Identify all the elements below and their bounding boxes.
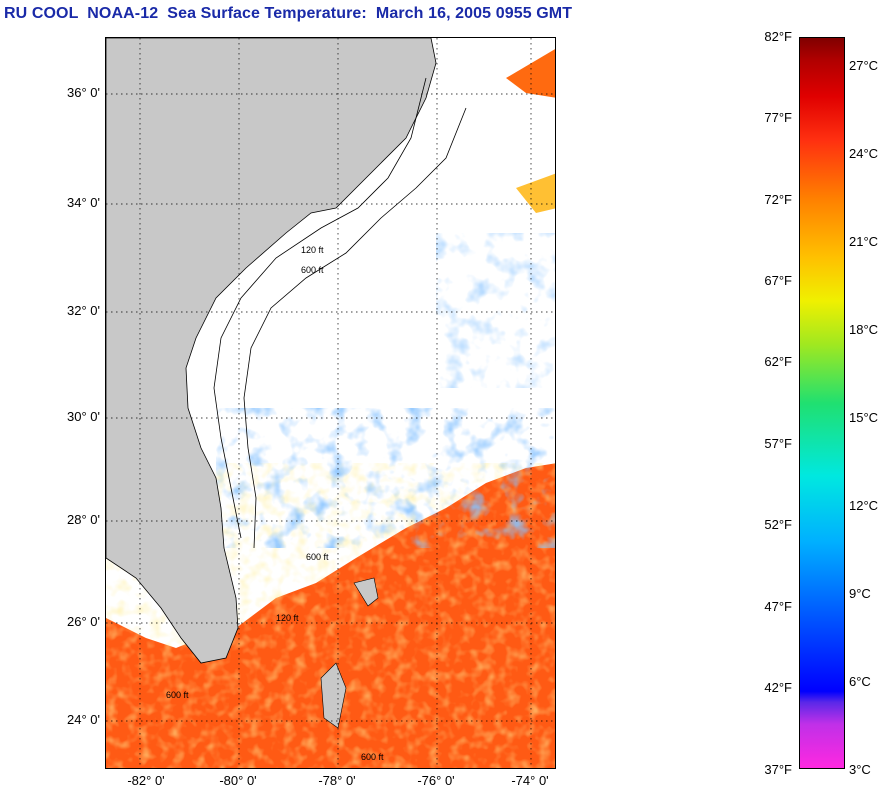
lat-tick-label: 36° 0': [67, 85, 100, 100]
contour-label: 120 ft: [301, 245, 324, 255]
lat-tick-label: 34° 0': [67, 195, 100, 210]
fahrenheit-label: 47°F: [764, 599, 792, 614]
celsius-label: 12°C: [849, 498, 879, 513]
lat-tick-label: 28° 0': [67, 512, 100, 527]
fahrenheit-label: 52°F: [764, 517, 792, 532]
fahrenheit-label: 82°F: [764, 29, 792, 44]
contour-label: 600 ft: [301, 265, 324, 275]
lat-tick-label: 26° 0': [67, 614, 100, 629]
celsius-label: 27°C: [849, 58, 879, 73]
land-mass: [106, 38, 437, 664]
depth-contour-120ft: [213, 77, 427, 539]
fahrenheit-label: 62°F: [764, 354, 792, 369]
contour-label: 600 ft: [166, 690, 189, 700]
island-abaco: [353, 577, 379, 607]
map-title: RU COOL NOAA-12 Sea Surface Temperature:…: [4, 5, 573, 22]
fahrenheit-label: 72°F: [764, 192, 792, 207]
lon-tick-label: -78° 0': [318, 773, 356, 788]
lon-tick-label: -80° 0': [219, 773, 257, 788]
gulf-stream-patch: [506, 49, 555, 98]
fahrenheit-label: 57°F: [764, 436, 792, 451]
fahrenheit-label: 37°F: [764, 762, 792, 777]
contour-label: 600 ft: [361, 752, 384, 762]
cool-water-patches: [216, 408, 555, 548]
temperature-colorbar: [799, 37, 845, 769]
lat-tick-label: 30° 0': [67, 409, 100, 424]
gulf-stream-patch-2: [516, 173, 555, 213]
sst-map: 120 ft 600 ft 600 ft 120 ft 600 ft 600 f…: [105, 37, 556, 769]
sst-map-canvas: 120 ft 600 ft 600 ft 120 ft 600 ft 600 f…: [106, 38, 555, 768]
celsius-label: 21°C: [849, 234, 879, 249]
lon-tick-label: -74° 0': [511, 773, 549, 788]
fahrenheit-label: 77°F: [764, 110, 792, 125]
fahrenheit-label: 42°F: [764, 680, 792, 695]
lat-tick-label: 32° 0': [67, 303, 100, 318]
cool-patch-east: [436, 233, 555, 387]
contour-label: 600 ft: [306, 552, 329, 562]
lon-tick-label: -76° 0': [417, 773, 455, 788]
depth-contour-600ft: [243, 107, 467, 549]
celsius-label: 3°C: [849, 762, 871, 777]
celsius-label: 15°C: [849, 410, 879, 425]
graticule: [106, 38, 555, 768]
celsius-label: 18°C: [849, 322, 879, 337]
lat-tick-label: 24° 0': [67, 712, 100, 727]
warm-water-mottle: [106, 463, 555, 768]
celsius-label: 6°C: [849, 674, 871, 689]
contour-label: 120 ft: [276, 613, 299, 623]
celsius-label: 9°C: [849, 586, 871, 601]
island-andros: [320, 662, 347, 729]
celsius-label: 24°C: [849, 146, 879, 161]
fahrenheit-label: 67°F: [764, 273, 792, 288]
lon-tick-label: -82° 0': [127, 773, 165, 788]
